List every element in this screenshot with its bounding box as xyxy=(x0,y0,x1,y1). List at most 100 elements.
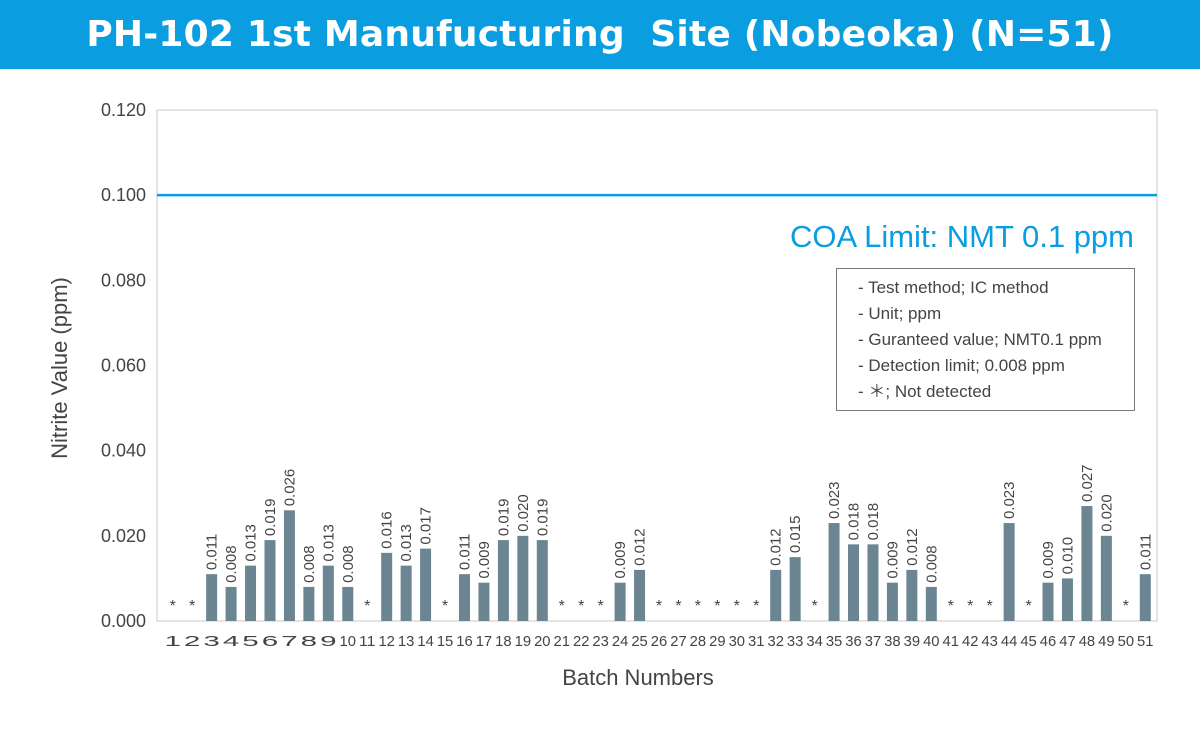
x-tick-label: 47 xyxy=(1059,633,1075,650)
x-tick-label: 22 xyxy=(573,633,589,650)
bar xyxy=(1081,506,1093,621)
data-label: 0.016 xyxy=(379,511,396,549)
not-detected-mark: * xyxy=(578,598,584,615)
note-unit: - Unit; ppm xyxy=(858,304,942,323)
bar xyxy=(225,586,237,621)
y-tick-label: 0.040 xyxy=(101,441,146,461)
not-detected-mark: * xyxy=(656,598,662,615)
x-tick-label: 44 xyxy=(1001,633,1017,650)
data-label: 0.011 xyxy=(204,534,221,570)
x-tick-label: 26 xyxy=(651,633,667,650)
y-tick-label: 0.080 xyxy=(101,270,146,290)
not-detected-mark: * xyxy=(442,598,448,615)
x-tick-label: 25 xyxy=(631,633,647,650)
bar xyxy=(886,582,898,621)
x-tick-label: 45 xyxy=(1020,633,1036,650)
not-detected-mark: * xyxy=(948,598,954,615)
not-detected-mark: * xyxy=(714,598,720,615)
x-tick-label: 9 xyxy=(320,633,336,650)
bar xyxy=(770,569,782,621)
data-label: 0.013 xyxy=(320,524,337,562)
y-tick-label: 0.000 xyxy=(101,611,146,631)
data-label: 0.008 xyxy=(340,545,357,583)
data-label: 0.020 xyxy=(1098,494,1115,532)
x-tick-label: 24 xyxy=(612,633,628,650)
bar xyxy=(848,544,860,621)
not-detected-mark: * xyxy=(675,598,681,615)
x-tick-label: 7 xyxy=(281,633,297,650)
data-label: 0.019 xyxy=(495,499,512,537)
data-label: 0.017 xyxy=(418,507,435,545)
note-not-detected: - ＊; Not detected xyxy=(858,382,992,401)
bar xyxy=(478,582,490,621)
not-detected-mark: * xyxy=(987,598,993,615)
bar xyxy=(789,557,801,621)
x-tick-label: 39 xyxy=(904,633,920,650)
x-tick-label: 34 xyxy=(806,633,822,650)
x-tick-label: 18 xyxy=(495,633,511,650)
title-banner: PH-102 1st Manufucturing Site (Nobeoka) … xyxy=(0,0,1200,69)
x-tick-label: 40 xyxy=(923,633,939,650)
x-tick-label: 27 xyxy=(670,633,686,650)
not-detected-mark: * xyxy=(753,598,759,615)
bar xyxy=(1042,582,1054,621)
x-tick-label: 10 xyxy=(340,633,356,650)
bar xyxy=(303,586,315,621)
data-label: 0.009 xyxy=(1040,541,1057,579)
data-label: 0.012 xyxy=(768,528,785,566)
not-detected-mark: * xyxy=(811,598,817,615)
not-detected-mark: * xyxy=(170,598,176,615)
x-tick-label: 15 xyxy=(437,633,453,650)
x-tick-label: 38 xyxy=(884,633,900,650)
bar xyxy=(420,548,432,621)
not-detected-mark: * xyxy=(1123,598,1129,615)
data-label: 0.008 xyxy=(223,545,240,583)
y-tick-label: 0.020 xyxy=(101,526,146,546)
data-label: 0.020 xyxy=(515,494,532,532)
bar xyxy=(536,540,548,621)
not-detected-mark: * xyxy=(1025,598,1031,615)
data-label: 0.011 xyxy=(1137,534,1154,570)
x-tick-label: 14 xyxy=(417,633,433,650)
data-label: 0.011 xyxy=(456,534,473,570)
plot-frame xyxy=(156,109,1158,622)
bar xyxy=(264,540,276,621)
bar xyxy=(906,569,918,621)
bar-chart: 0.000 0.020 0.040 0.060 0.080 0.100 0.120 COA L… xyxy=(47,100,1158,690)
coa-limit-label: COA Limit: NMT 0.1 ppm xyxy=(790,219,1134,254)
x-tick-label: 6 xyxy=(262,633,278,650)
bar xyxy=(1003,523,1015,621)
bar xyxy=(1100,535,1112,621)
data-label: 0.019 xyxy=(262,499,279,537)
x-tick-label: 37 xyxy=(865,633,881,650)
not-detected-mark: * xyxy=(559,598,565,615)
x-tick-label: 21 xyxy=(554,633,570,650)
x-tick-label: 8 xyxy=(301,633,317,650)
chart-title: PH-102 1st Manufucturing Site (Nobeoka) … xyxy=(86,14,1114,55)
x-tick-label: 16 xyxy=(456,633,472,650)
x-axis-title: Batch Numbers xyxy=(562,665,714,690)
x-tick-label: 23 xyxy=(592,633,608,650)
data-label: 0.013 xyxy=(243,524,260,562)
bar xyxy=(1061,578,1073,621)
x-tick-label: 33 xyxy=(787,633,803,650)
data-label: 0.009 xyxy=(612,541,629,579)
data-label: 0.023 xyxy=(1001,482,1018,520)
data-label: 0.009 xyxy=(476,541,493,579)
bar xyxy=(381,552,393,621)
bar xyxy=(828,523,840,621)
data-label: 0.012 xyxy=(904,528,921,566)
x-tick-label: 42 xyxy=(962,633,978,650)
data-label: 0.019 xyxy=(534,499,551,537)
x-tick-label: 17 xyxy=(476,633,492,650)
not-detected-mark: * xyxy=(734,598,740,615)
bar xyxy=(400,565,412,621)
x-tick-label: 41 xyxy=(943,633,959,650)
x-tick-label: 2 xyxy=(184,633,200,650)
bar xyxy=(867,544,879,621)
data-label: 0.009 xyxy=(884,541,901,579)
data-label: 0.026 xyxy=(281,469,298,507)
x-tick-label: 32 xyxy=(767,633,783,650)
bar xyxy=(342,586,354,621)
data-label: 0.010 xyxy=(1059,537,1076,575)
